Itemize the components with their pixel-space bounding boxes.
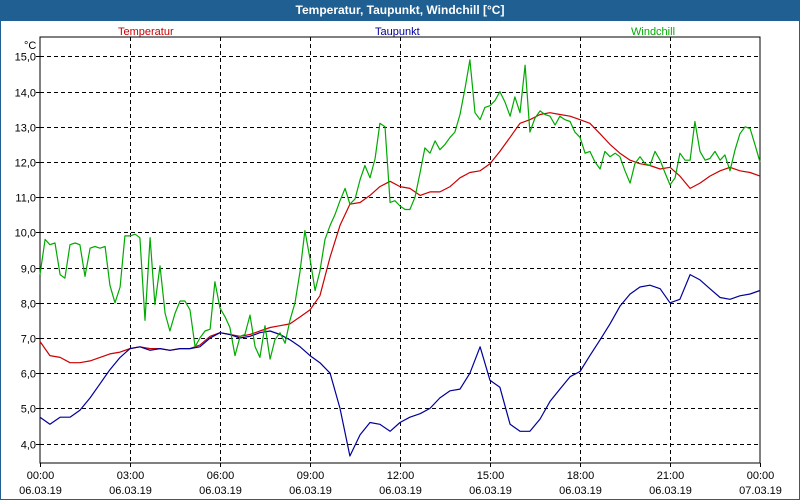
y-tick-label: 4,0 [21, 440, 36, 452]
y-tick-label: 15,0 [15, 52, 36, 64]
x-tick-time-label: 06:00 [207, 470, 235, 482]
legend-temperatur: Temperatur [118, 26, 174, 38]
x-tick-time-label: 00:00 [747, 470, 775, 482]
x-tick-date-label: 07.03.19 [739, 485, 782, 497]
x-tick-time-label: 18:00 [567, 470, 595, 482]
y-tick-label: 5,0 [21, 404, 36, 416]
x-tick-date-label: 06.03.19 [19, 485, 62, 497]
x-tick-date-label: 06.03.19 [109, 485, 152, 497]
x-tick-time-label: 15:00 [477, 470, 505, 482]
y-tick-label: 9,0 [21, 264, 36, 276]
x-tick-date-label: 06.03.19 [379, 485, 422, 497]
y-tick-label: 7,0 [21, 334, 36, 346]
series-line-windchill [39, 59, 761, 360]
series-line-taupunkt [39, 274, 761, 457]
x-tick-time-label: 21:00 [657, 470, 685, 482]
y-tick-label: 13,0 [15, 123, 36, 135]
x-tick-date-label: 06.03.19 [469, 485, 512, 497]
x-tick-time-label: 09:00 [297, 470, 325, 482]
x-tick-date-label: 06.03.19 [649, 485, 692, 497]
y-tick-label: 14,0 [15, 88, 36, 100]
x-tick-date-label: 06.03.19 [289, 485, 332, 497]
y-tick-label: 11,0 [15, 193, 36, 205]
y-tick-label: 12,0 [15, 158, 36, 170]
x-tick-time-label: 03:00 [117, 470, 145, 482]
chart-title: Temperatur, Taupunkt, Windchill [°C] [0, 0, 800, 20]
y-axis-unit-label: °C [24, 40, 36, 52]
legend-taupunkt: Taupunkt [375, 26, 420, 38]
x-tick-date-label: 06.03.19 [559, 485, 602, 497]
x-tick-time-label: 00:00 [27, 470, 55, 482]
legend-windchill: Windchill [631, 26, 676, 38]
y-tick-label: 8,0 [21, 299, 36, 311]
x-tick-date-label: 06.03.19 [199, 485, 242, 497]
y-tick-label: 10,0 [15, 228, 36, 240]
y-tick-label: 6,0 [21, 369, 36, 381]
x-tick-time-label: 12:00 [387, 470, 415, 482]
